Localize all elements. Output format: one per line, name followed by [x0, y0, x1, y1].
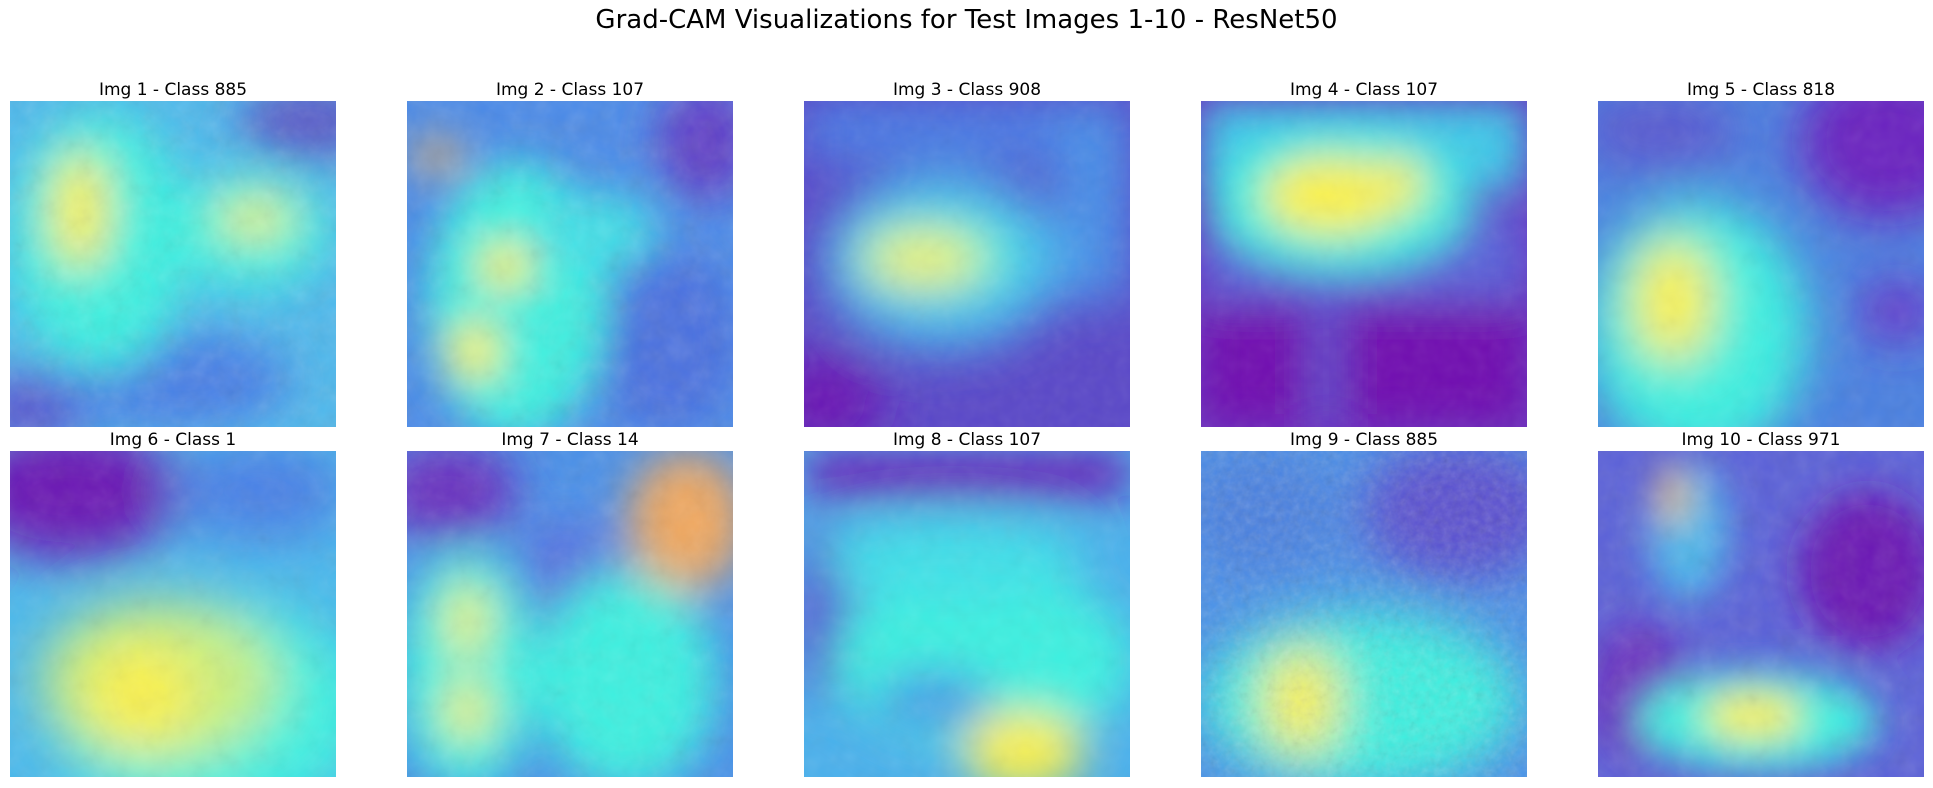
panel-title: Img 10 - Class 971 — [1681, 430, 1841, 450]
gradcam-heatmap — [10, 451, 336, 777]
panel-title: Img 6 - Class 1 — [109, 430, 237, 450]
gradcam-heatmap — [1201, 101, 1527, 427]
gradcam-heatmap — [804, 451, 1130, 777]
panel-title: Img 4 - Class 107 — [1289, 80, 1439, 100]
panel-title: Img 7 - Class 14 — [501, 430, 639, 450]
panel-title: Img 5 - Class 818 — [1686, 80, 1836, 100]
panel-title: Img 1 - Class 885 — [98, 80, 248, 100]
gradcam-heatmap — [1598, 451, 1924, 777]
gradcam-heatmap — [10, 101, 336, 427]
gradcam-heatmap — [1598, 101, 1924, 427]
gradcam-heatmap — [804, 101, 1130, 427]
gradcam-heatmap — [407, 451, 733, 777]
panel-title: Img 8 - Class 107 — [892, 430, 1042, 450]
panel-title: Img 3 - Class 908 — [892, 80, 1042, 100]
gradcam-heatmap — [1201, 451, 1527, 777]
gradcam-heatmap — [407, 101, 733, 427]
panel-title: Img 9 - Class 885 — [1289, 430, 1439, 450]
figure-title: Grad-CAM Visualizations for Test Images … — [595, 5, 1338, 35]
panel-title: Img 2 - Class 107 — [495, 80, 645, 100]
